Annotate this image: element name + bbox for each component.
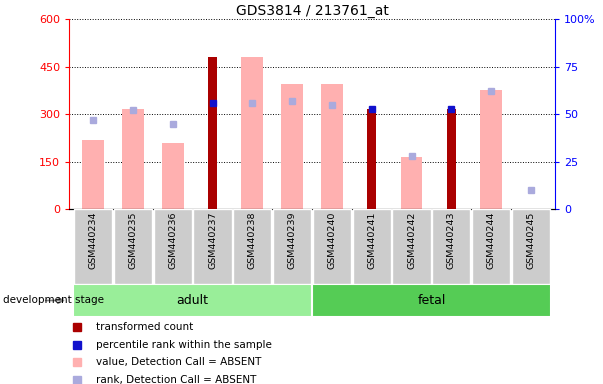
- Text: transformed count: transformed count: [96, 322, 194, 332]
- Bar: [114, 209, 152, 284]
- Bar: [122, 109, 144, 209]
- Bar: [281, 84, 303, 209]
- Bar: [400, 157, 423, 209]
- Text: value, Detection Call = ABSENT: value, Detection Call = ABSENT: [96, 357, 262, 367]
- Bar: [472, 209, 510, 284]
- Bar: [313, 209, 351, 284]
- Text: fetal: fetal: [417, 294, 446, 307]
- Bar: [208, 57, 217, 209]
- Bar: [194, 209, 232, 284]
- Text: rank, Detection Call = ABSENT: rank, Detection Call = ABSENT: [96, 375, 256, 384]
- Text: GSM440238: GSM440238: [248, 212, 257, 269]
- Bar: [154, 209, 192, 284]
- Text: GSM440240: GSM440240: [327, 212, 336, 269]
- Bar: [353, 209, 391, 284]
- Bar: [447, 109, 456, 209]
- Text: GSM440236: GSM440236: [168, 212, 177, 269]
- Bar: [367, 109, 376, 209]
- Text: GSM440235: GSM440235: [128, 212, 137, 269]
- Text: GSM440242: GSM440242: [407, 212, 416, 269]
- Bar: [321, 84, 343, 209]
- Bar: [312, 284, 551, 317]
- Text: GSM440239: GSM440239: [288, 212, 297, 269]
- Bar: [82, 140, 104, 209]
- Bar: [432, 209, 470, 284]
- Text: percentile rank within the sample: percentile rank within the sample: [96, 340, 272, 350]
- Bar: [512, 209, 550, 284]
- Bar: [393, 209, 431, 284]
- Text: GSM440234: GSM440234: [89, 212, 98, 269]
- Text: GSM440237: GSM440237: [208, 212, 217, 269]
- Bar: [480, 91, 502, 209]
- Text: development stage: development stage: [3, 295, 104, 306]
- Bar: [74, 284, 312, 317]
- Bar: [273, 209, 311, 284]
- Text: GSM440241: GSM440241: [367, 212, 376, 269]
- Bar: [74, 209, 112, 284]
- Title: GDS3814 / 213761_at: GDS3814 / 213761_at: [236, 4, 388, 18]
- Bar: [233, 209, 271, 284]
- Text: GSM440245: GSM440245: [526, 212, 535, 269]
- Text: adult: adult: [177, 294, 209, 307]
- Text: GSM440244: GSM440244: [487, 212, 496, 269]
- Bar: [162, 143, 184, 209]
- Bar: [241, 57, 264, 209]
- Text: GSM440243: GSM440243: [447, 212, 456, 269]
